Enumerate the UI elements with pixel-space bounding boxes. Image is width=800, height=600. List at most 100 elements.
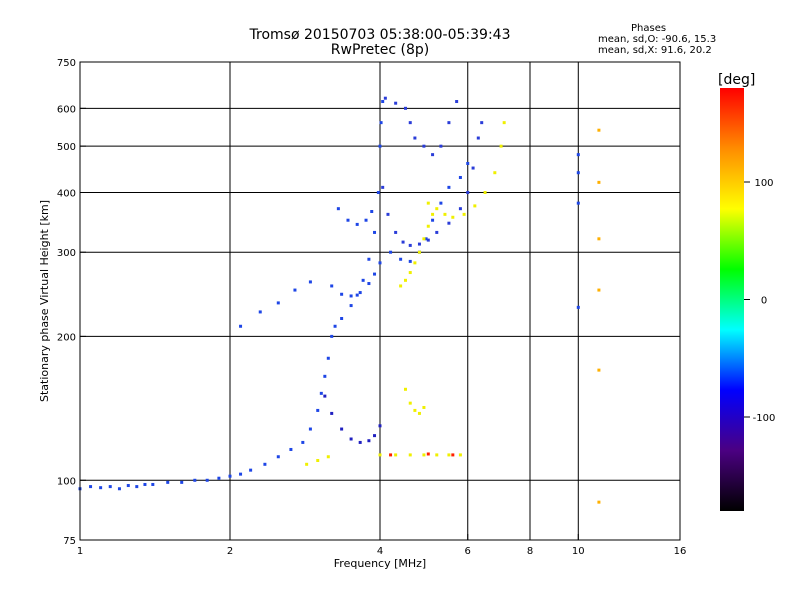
data-point bbox=[597, 368, 601, 372]
data-point bbox=[355, 222, 359, 226]
x-tick-label: 6 bbox=[465, 546, 471, 557]
data-point bbox=[276, 455, 280, 459]
data-point bbox=[483, 190, 487, 194]
data-point bbox=[435, 453, 439, 457]
data-point bbox=[426, 452, 430, 456]
data-point bbox=[386, 212, 390, 216]
data-point bbox=[424, 237, 428, 241]
data-point bbox=[394, 230, 398, 234]
data-point bbox=[367, 439, 371, 443]
data-point bbox=[370, 210, 374, 214]
data-point bbox=[336, 207, 340, 211]
data-point bbox=[417, 411, 421, 415]
data-point bbox=[408, 271, 412, 275]
data-point bbox=[143, 482, 147, 486]
x-tick-label: 16 bbox=[674, 546, 687, 557]
data-point bbox=[426, 238, 430, 242]
data-point bbox=[576, 153, 580, 157]
colorbar-label: [deg] bbox=[718, 72, 755, 88]
data-point bbox=[340, 292, 344, 296]
data-point bbox=[597, 180, 601, 184]
data-point bbox=[576, 305, 580, 309]
data-point bbox=[413, 261, 417, 265]
colorbar-ticks: 100 0 -100 bbox=[744, 178, 775, 424]
data-point bbox=[308, 280, 312, 284]
data-point bbox=[217, 476, 221, 480]
data-point bbox=[180, 480, 184, 484]
data-point bbox=[373, 272, 377, 276]
data-point bbox=[383, 96, 387, 100]
data-point bbox=[349, 437, 353, 441]
data-point bbox=[326, 455, 330, 459]
data-point bbox=[378, 144, 382, 148]
data-point bbox=[346, 218, 350, 222]
data-point bbox=[443, 212, 447, 216]
data-point bbox=[258, 310, 262, 314]
data-point bbox=[435, 207, 439, 211]
data-point bbox=[426, 224, 430, 228]
data-point bbox=[135, 485, 139, 489]
data-point bbox=[403, 278, 407, 282]
data-point bbox=[349, 304, 353, 308]
data-point bbox=[413, 136, 417, 140]
data-point bbox=[349, 294, 353, 298]
data-point bbox=[422, 453, 426, 457]
data-point bbox=[381, 185, 385, 189]
data-point bbox=[373, 230, 377, 234]
data-point bbox=[361, 278, 365, 282]
data-point bbox=[431, 212, 435, 216]
data-point bbox=[117, 487, 121, 491]
data-point bbox=[403, 387, 407, 391]
data-point bbox=[376, 190, 380, 194]
data-point bbox=[458, 175, 462, 179]
data-point bbox=[319, 391, 323, 395]
chart-subtitle: RwPretec (8p) bbox=[330, 42, 430, 58]
data-point bbox=[330, 411, 334, 415]
data-point bbox=[597, 237, 601, 241]
data-point bbox=[435, 230, 439, 234]
data-point bbox=[205, 478, 209, 482]
colorbar-tick-label: 0 bbox=[761, 296, 767, 307]
colorbar-tick-label: -100 bbox=[753, 413, 776, 424]
data-point bbox=[367, 282, 371, 286]
y-tick-label: 200 bbox=[57, 332, 76, 343]
x-axis-label: Frequency [MHz] bbox=[334, 557, 426, 570]
data-point bbox=[340, 427, 344, 431]
data-point bbox=[439, 144, 443, 148]
axis-ticks: 1 2 4 6 8 10 16 75 100 200 300 400 500 600 750 bbox=[57, 58, 686, 557]
data-point bbox=[364, 218, 368, 222]
data-point bbox=[499, 144, 503, 148]
data-point bbox=[417, 250, 421, 254]
data-point bbox=[408, 453, 412, 457]
data-point bbox=[239, 472, 243, 476]
y-axis-label: Stationary phase Virtual Height [km] bbox=[38, 200, 51, 402]
grid-lines bbox=[80, 62, 680, 540]
data-point bbox=[447, 185, 451, 189]
data-point bbox=[373, 434, 377, 438]
chart-title: Tromsø 20150703 05:38:00-05:39:43 bbox=[249, 27, 511, 43]
y-tick-label: 75 bbox=[63, 536, 76, 547]
x-tick-label: 2 bbox=[227, 546, 233, 557]
data-point bbox=[417, 242, 421, 246]
x-tick-label: 1 bbox=[77, 546, 83, 557]
y-tick-label: 300 bbox=[57, 248, 76, 259]
x-tick-label: 10 bbox=[572, 546, 585, 557]
data-point bbox=[249, 468, 253, 472]
y-tick-label: 100 bbox=[57, 476, 76, 487]
phases-x-stats: mean, sd,X: 91.6, 20.2 bbox=[598, 45, 712, 56]
data-point bbox=[408, 121, 412, 125]
data-point bbox=[466, 161, 470, 165]
data-point bbox=[389, 453, 393, 457]
data-point bbox=[422, 405, 426, 409]
data-point bbox=[381, 100, 385, 104]
data-point bbox=[401, 240, 405, 244]
data-point bbox=[408, 401, 412, 405]
data-point bbox=[389, 250, 393, 254]
data-points bbox=[78, 96, 601, 504]
colorbar-tick-label: 100 bbox=[754, 178, 773, 189]
data-point bbox=[330, 284, 334, 288]
data-point bbox=[378, 424, 382, 428]
data-point bbox=[394, 101, 398, 105]
data-point bbox=[301, 440, 305, 444]
